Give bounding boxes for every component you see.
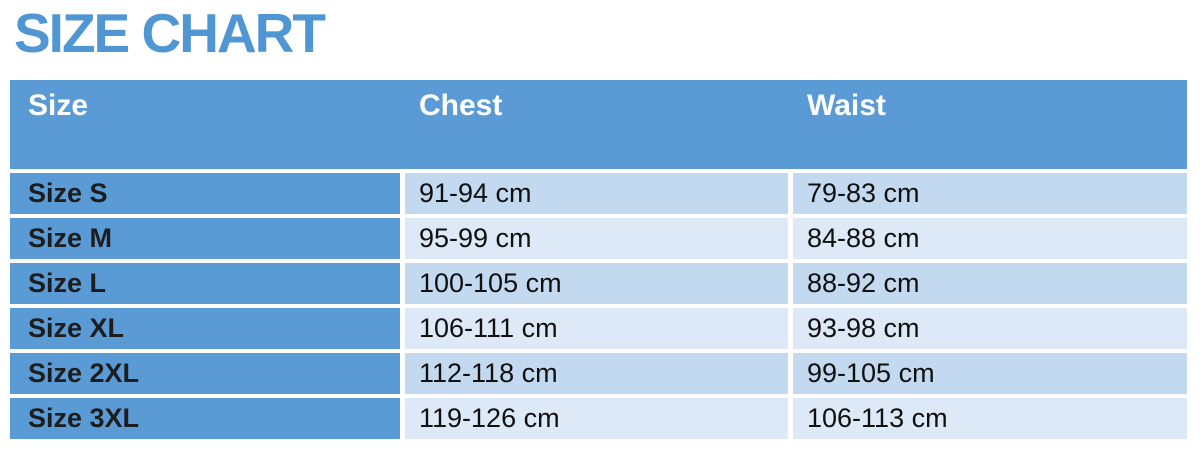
waist-value: 84-88 cm <box>793 218 1187 259</box>
column-header-waist: Waist <box>807 89 886 122</box>
waist-value: 99-105 cm <box>793 353 1187 394</box>
page-title: SIZE CHART <box>14 2 326 64</box>
waist-value: 93-98 cm <box>793 308 1187 349</box>
column-header-size: Size <box>28 89 89 122</box>
column-header-chest: Chest <box>419 89 503 122</box>
table-row-size-m: Size M 95-99 cm 84-88 cm <box>10 218 1187 259</box>
chest-value: 119-126 cm <box>405 398 788 439</box>
chest-value: 112-118 cm <box>405 353 788 394</box>
chest-value: 91-94 cm <box>405 173 788 214</box>
chest-value: 106-111 cm <box>405 308 788 349</box>
table-row-size-l: Size L 100-105 cm 88-92 cm <box>10 263 1187 304</box>
table-row-size-xl: Size XL 106-111 cm 93-98 cm <box>10 308 1187 349</box>
size-label: Size XL <box>10 308 400 349</box>
size-chart-table: Size Chest Waist Size S 91-94 cm 79-83 c… <box>10 80 1187 443</box>
table-row-size-s: Size S 91-94 cm 79-83 cm <box>10 173 1187 214</box>
size-label: Size M <box>10 218 400 259</box>
size-label: Size L <box>10 263 400 304</box>
waist-value: 88-92 cm <box>793 263 1187 304</box>
chest-value: 95-99 cm <box>405 218 788 259</box>
table-row-size-3xl: Size 3XL 119-126 cm 106-113 cm <box>10 398 1187 439</box>
table-row-size-2xl: Size 2XL 112-118 cm 99-105 cm <box>10 353 1187 394</box>
table-header-row: Size Chest Waist <box>10 80 1187 169</box>
size-label: Size S <box>10 173 400 214</box>
waist-value: 79-83 cm <box>793 173 1187 214</box>
size-label: Size 2XL <box>10 353 400 394</box>
chest-value: 100-105 cm <box>405 263 788 304</box>
waist-value: 106-113 cm <box>793 398 1187 439</box>
size-label: Size 3XL <box>10 398 400 439</box>
